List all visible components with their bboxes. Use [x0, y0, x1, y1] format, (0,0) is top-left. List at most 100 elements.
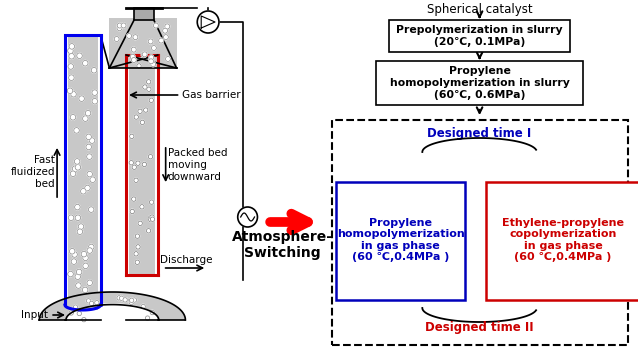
- Circle shape: [150, 217, 155, 221]
- Circle shape: [74, 305, 77, 309]
- Circle shape: [81, 251, 86, 257]
- Circle shape: [68, 75, 74, 80]
- Text: Discharge: Discharge: [160, 255, 212, 265]
- Circle shape: [88, 244, 94, 250]
- Circle shape: [165, 24, 170, 29]
- Circle shape: [114, 36, 119, 41]
- Circle shape: [145, 316, 150, 320]
- Circle shape: [68, 48, 73, 53]
- Circle shape: [68, 271, 74, 277]
- Circle shape: [86, 154, 92, 159]
- Circle shape: [148, 39, 153, 44]
- Circle shape: [197, 11, 219, 33]
- Circle shape: [75, 165, 81, 170]
- Circle shape: [143, 108, 148, 112]
- Circle shape: [138, 221, 142, 225]
- Circle shape: [70, 114, 76, 120]
- Circle shape: [136, 161, 140, 165]
- Circle shape: [130, 54, 135, 59]
- FancyBboxPatch shape: [332, 120, 628, 345]
- Circle shape: [134, 115, 138, 119]
- Circle shape: [140, 120, 145, 125]
- Circle shape: [83, 116, 88, 121]
- Circle shape: [148, 217, 153, 222]
- Circle shape: [77, 311, 81, 316]
- Circle shape: [92, 68, 97, 73]
- Circle shape: [149, 200, 154, 204]
- Circle shape: [159, 38, 164, 43]
- Circle shape: [132, 197, 136, 201]
- Circle shape: [141, 52, 146, 58]
- Circle shape: [141, 304, 145, 309]
- Circle shape: [124, 298, 129, 302]
- Circle shape: [163, 35, 168, 40]
- Circle shape: [74, 127, 79, 133]
- Circle shape: [138, 109, 142, 114]
- Text: Packed bed
moving
downward: Packed bed moving downward: [168, 148, 227, 182]
- Circle shape: [133, 35, 138, 40]
- Circle shape: [142, 52, 147, 57]
- Circle shape: [84, 185, 90, 191]
- FancyBboxPatch shape: [388, 20, 570, 52]
- Text: Input: Input: [21, 310, 48, 320]
- Text: Atmosphere-
Switching: Atmosphere- Switching: [232, 230, 333, 260]
- Circle shape: [70, 171, 76, 177]
- Circle shape: [117, 296, 121, 300]
- Circle shape: [68, 215, 74, 221]
- Text: Propylene
homopolymerization
in gas phase
(60 ℃,0.4MPa ): Propylene homopolymerization in gas phas…: [337, 218, 465, 262]
- Circle shape: [135, 234, 140, 238]
- Circle shape: [83, 61, 88, 66]
- Circle shape: [134, 252, 138, 256]
- Circle shape: [147, 229, 151, 233]
- Circle shape: [95, 301, 99, 305]
- Circle shape: [75, 215, 81, 221]
- Circle shape: [81, 188, 86, 194]
- FancyBboxPatch shape: [376, 61, 583, 105]
- Text: Fast
fluidized
bed: Fast fluidized bed: [11, 155, 55, 189]
- Circle shape: [67, 88, 73, 93]
- Circle shape: [71, 259, 77, 264]
- Circle shape: [121, 23, 126, 28]
- Circle shape: [77, 229, 83, 234]
- Circle shape: [150, 62, 156, 67]
- Circle shape: [87, 171, 92, 177]
- Circle shape: [90, 301, 93, 306]
- Circle shape: [92, 98, 97, 104]
- Circle shape: [72, 252, 77, 257]
- Circle shape: [131, 47, 136, 52]
- Circle shape: [69, 311, 74, 315]
- Circle shape: [86, 299, 91, 303]
- Circle shape: [123, 298, 127, 302]
- Circle shape: [90, 138, 95, 143]
- Circle shape: [75, 204, 80, 210]
- Text: Gas barrier: Gas barrier: [182, 90, 241, 100]
- Circle shape: [83, 263, 88, 269]
- Circle shape: [150, 310, 154, 315]
- Circle shape: [129, 161, 133, 165]
- Circle shape: [69, 44, 75, 49]
- Circle shape: [79, 96, 84, 102]
- Circle shape: [143, 85, 147, 89]
- Circle shape: [137, 64, 141, 68]
- Circle shape: [132, 165, 136, 170]
- Circle shape: [166, 56, 170, 62]
- Circle shape: [140, 205, 144, 209]
- Circle shape: [85, 110, 91, 116]
- Circle shape: [69, 249, 75, 254]
- Circle shape: [92, 90, 97, 96]
- Bar: [134, 8, 154, 20]
- Text: Propylene
homopolymerization in slurry
(60℃, 0.6MPa): Propylene homopolymerization in slurry (…: [390, 67, 570, 99]
- Circle shape: [71, 91, 76, 97]
- Circle shape: [72, 166, 78, 172]
- Circle shape: [142, 162, 147, 167]
- Circle shape: [76, 283, 81, 289]
- Text: Ethylene-propylene
copolymerization
in gas phase
(60 ℃,0.4MPa ): Ethylene-propylene copolymerization in g…: [502, 218, 624, 262]
- Circle shape: [127, 34, 132, 39]
- Circle shape: [87, 248, 93, 253]
- Circle shape: [82, 318, 86, 322]
- Circle shape: [83, 287, 88, 293]
- Circle shape: [117, 23, 122, 28]
- Bar: [68, 35, 97, 310]
- Circle shape: [136, 245, 140, 249]
- Circle shape: [148, 216, 153, 220]
